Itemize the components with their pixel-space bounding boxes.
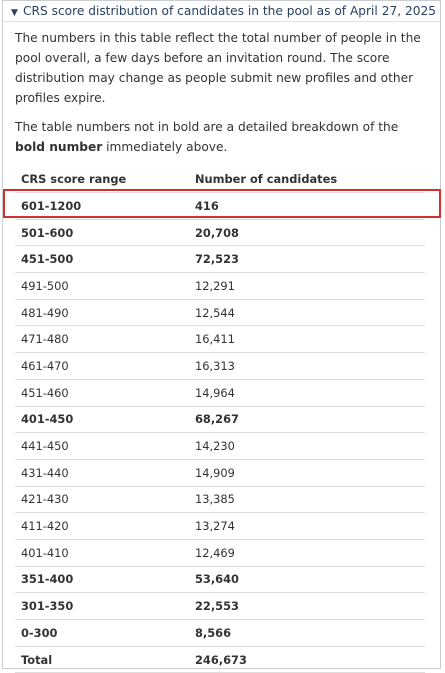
candidate-count-cell: 8,566 bbox=[189, 619, 425, 647]
table-row: 431-440 14,909 bbox=[15, 459, 425, 487]
score-range-cell: 451-500 bbox=[15, 245, 189, 274]
score-range-cell: Total bbox=[15, 646, 189, 673]
table-header-row: CRS score range Number of candidates bbox=[15, 166, 425, 193]
score-range-cell: 451-460 bbox=[15, 379, 189, 407]
table-row: 411-420 13,274 bbox=[15, 512, 425, 540]
candidate-count-cell: 14,230 bbox=[189, 432, 425, 460]
crs-distribution-table: CRS score range Number of candidates 601… bbox=[15, 166, 425, 673]
table-row: 491-500 12,291 bbox=[15, 272, 425, 300]
score-range-cell: 431-440 bbox=[15, 459, 189, 487]
score-range-cell: 401-410 bbox=[15, 539, 189, 567]
candidate-count-cell: 14,964 bbox=[189, 379, 425, 407]
candidate-count-cell: 14,909 bbox=[189, 459, 425, 487]
candidate-count-cell: 16,313 bbox=[189, 352, 425, 380]
score-range-cell: 601-1200 bbox=[15, 192, 189, 220]
table-row: 471-480 16,411 bbox=[15, 325, 425, 354]
breakdown-note-bold: bold number bbox=[15, 140, 103, 154]
table-row: 0-300 8,566 bbox=[15, 619, 425, 647]
triangle-down-icon[interactable]: ▼ bbox=[11, 8, 18, 18]
column-header-candidates: Number of candidates bbox=[189, 166, 425, 193]
table-body: 601-1200 416 501-600 20,708 451-500 72,523 491… bbox=[15, 192, 425, 673]
candidate-count-cell: 13,274 bbox=[189, 512, 425, 540]
table-row: 451-460 14,964 bbox=[15, 379, 425, 407]
intro-paragraph: The numbers in this table reflect the to… bbox=[15, 31, 421, 105]
table-row: 421-430 13,385 bbox=[15, 486, 425, 514]
candidate-count-cell: 416 bbox=[189, 192, 425, 220]
candidate-count-cell: 53,640 bbox=[189, 566, 425, 594]
table-row: 461-470 16,313 bbox=[15, 352, 425, 380]
column-header-score-range: CRS score range bbox=[15, 166, 189, 193]
table-row: Total 246,673 bbox=[15, 646, 425, 673]
table-row: 501-600 20,708 bbox=[15, 219, 425, 247]
table-row: 401-410 12,469 bbox=[15, 539, 425, 567]
score-range-cell: 411-420 bbox=[15, 512, 189, 540]
score-range-cell: 481-490 bbox=[15, 299, 189, 327]
candidate-count-cell: 12,544 bbox=[189, 299, 425, 327]
breakdown-note-end: immediately above. bbox=[102, 140, 228, 154]
candidate-count-cell: 22,553 bbox=[189, 592, 425, 620]
score-range-cell: 401-450 bbox=[15, 406, 189, 434]
table-row: 601-1200 416 bbox=[15, 192, 425, 220]
score-range-cell: 461-470 bbox=[15, 352, 189, 380]
score-range-cell: 0-300 bbox=[15, 619, 189, 647]
details-summary[interactable]: ▼ CRS score distribution of candidates in… bbox=[3, 1, 440, 22]
table-row: 401-450 68,267 bbox=[15, 406, 425, 434]
score-range-cell: 491-500 bbox=[15, 272, 189, 300]
score-range-cell: 421-430 bbox=[15, 486, 189, 514]
breakdown-note: The table numbers not in bold are a deta… bbox=[15, 117, 428, 157]
score-range-cell: 501-600 bbox=[15, 219, 189, 247]
candidate-count-cell: 12,291 bbox=[189, 272, 425, 300]
table-row: 301-350 22,553 bbox=[15, 592, 425, 620]
candidate-count-cell: 13,385 bbox=[189, 486, 425, 514]
table-row: 481-490 12,544 bbox=[15, 299, 425, 327]
candidate-count-cell: 68,267 bbox=[189, 406, 425, 434]
candidate-count-cell: 16,411 bbox=[189, 325, 425, 354]
candidate-count-cell: 20,708 bbox=[189, 219, 425, 247]
candidate-count-cell: 12,469 bbox=[189, 539, 425, 567]
table-row: 351-400 53,640 bbox=[15, 566, 425, 594]
score-range-cell: 351-400 bbox=[15, 566, 189, 594]
table-row: 451-500 72,523 bbox=[15, 245, 425, 274]
candidate-count-cell: 72,523 bbox=[189, 245, 425, 274]
score-range-cell: 471-480 bbox=[15, 325, 189, 354]
details-summary-text[interactable]: CRS score distribution of candidates in … bbox=[23, 4, 436, 18]
score-range-cell: 301-350 bbox=[15, 592, 189, 620]
details-content: The numbers in this table reflect the to… bbox=[3, 22, 440, 673]
table-row: 441-450 14,230 bbox=[15, 432, 425, 460]
score-range-cell: 441-450 bbox=[15, 432, 189, 460]
breakdown-note-start: The table numbers not in bold are a deta… bbox=[15, 120, 399, 134]
candidate-count-cell: 246,673 bbox=[189, 646, 425, 673]
